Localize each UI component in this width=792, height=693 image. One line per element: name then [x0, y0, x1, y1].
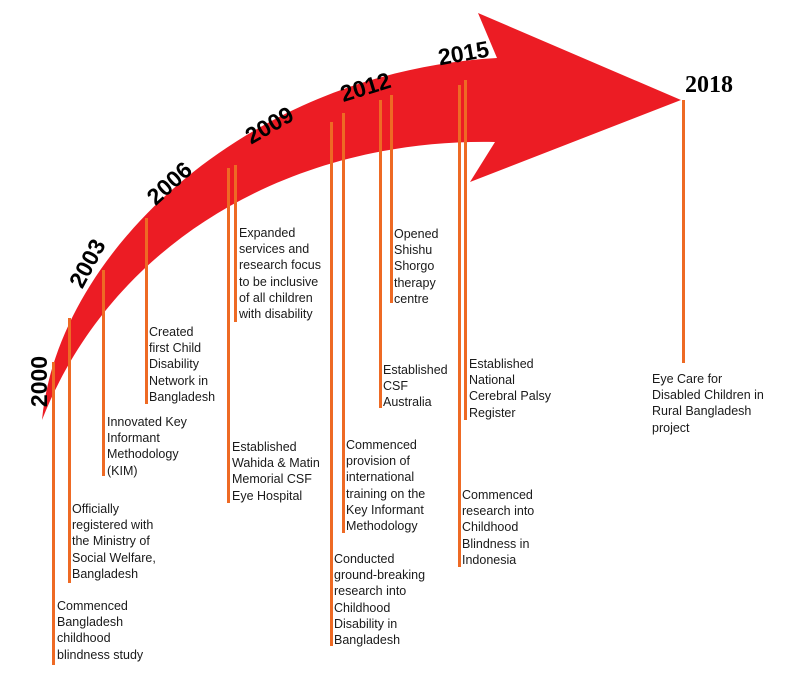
event-disability-network: Created first Child Disability Network i…: [149, 325, 216, 404]
connector-line: [330, 122, 333, 646]
connector-line: [390, 95, 393, 303]
event-2000-blindness-study: Commenced Bangladesh childhood blindness…: [57, 599, 144, 662]
connector-line: [102, 270, 105, 476]
connector-line: [52, 362, 55, 665]
event-childhood-disability-research: Conducted ground-breaking research into …: [334, 552, 426, 648]
year-2018: 2018: [685, 72, 733, 98]
event-eye-care-project: Eye Care for Disabled Children in Rural …: [652, 372, 764, 435]
connector-line: [464, 80, 467, 420]
year-2000: 2000: [26, 355, 53, 408]
connector-line: [145, 218, 148, 404]
event-indonesia-research: Commenced research into Childhood Blindn…: [462, 488, 535, 567]
connector-line: [342, 113, 345, 533]
event-shishu-shorgo: Opened Shishu Shorgo therapy centre: [394, 227, 439, 306]
event-kim: Innovated Key Informant Methodology (KIM…: [107, 415, 187, 478]
event-expanded-services: Expanded services and research focus to …: [239, 226, 321, 322]
connector-line: [682, 100, 685, 363]
event-eye-hospital: Established Wahida & Matin Memorial CSF …: [232, 440, 320, 503]
connector-line: [68, 318, 71, 583]
connector-line: [227, 168, 230, 503]
connector-line: [234, 165, 237, 322]
connector-line: [379, 100, 382, 408]
event-cp-register: Established National Cerebral Palsy Regi…: [469, 357, 551, 420]
connector-line: [458, 85, 461, 567]
event-registered-ministry: Officially registered with the Ministry …: [72, 502, 156, 581]
arrow-shape: [42, 13, 681, 420]
event-csf-australia: Established CSF Australia: [383, 363, 448, 410]
event-international-training: Commenced provision of international tra…: [346, 438, 426, 534]
